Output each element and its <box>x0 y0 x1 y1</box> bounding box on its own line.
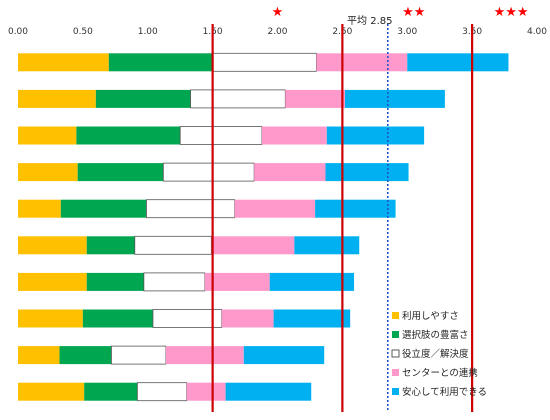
x-tick-label: 3.00 <box>397 27 417 37</box>
bar-segment <box>59 346 112 365</box>
bar-segment <box>136 382 188 402</box>
bar-segment <box>76 126 181 145</box>
bar-segment <box>18 236 87 255</box>
bar-segment <box>18 89 96 108</box>
bar-segment <box>225 382 312 401</box>
x-tick-label: 4.00 <box>527 27 547 37</box>
bar-segment <box>152 309 223 328</box>
bar-segment <box>294 236 360 255</box>
reference-lines <box>211 24 474 412</box>
legend-label: 役立度／解決度 <box>402 348 469 360</box>
legend-label: センターとの連携 <box>402 367 478 379</box>
bar-segment <box>179 126 263 145</box>
bar-segment <box>146 199 236 219</box>
bar-segment <box>316 53 408 72</box>
bar-segment <box>273 309 351 328</box>
bar-segment <box>143 272 206 292</box>
x-tick-label: 2.00 <box>267 27 287 37</box>
bar-segment <box>211 236 295 255</box>
x-axis-ticks: 0.000.501.001.502.002.503.003.504.00 <box>8 27 547 37</box>
bar-segment <box>108 53 213 72</box>
legend-label: 利用しやすさ <box>402 310 459 322</box>
bar-segment <box>18 382 85 401</box>
legend-swatch <box>392 312 399 319</box>
x-tick-label: 0.00 <box>8 27 28 37</box>
bar-segment <box>254 163 326 182</box>
x-tick-label: 0.50 <box>73 27 93 37</box>
annotations: 平均 2.85★ ★★ ★★★ <box>272 5 529 27</box>
star-label: ★★★ <box>494 5 529 20</box>
legend-label: 選択肢の豊富さ <box>402 329 469 341</box>
bar-segment <box>86 272 144 291</box>
bar-segment <box>325 163 409 182</box>
bar-segment <box>84 382 138 401</box>
bar-segment <box>212 52 317 72</box>
bar-segment <box>190 89 286 109</box>
bar-segment <box>221 309 274 328</box>
bar-segment <box>77 163 164 182</box>
bar-segment <box>285 89 345 108</box>
bar-segment <box>111 345 167 365</box>
bar-segment <box>243 346 325 365</box>
legend-swatch <box>391 349 400 358</box>
bar-segment <box>165 346 244 365</box>
bar-segment <box>18 126 77 145</box>
bar-segment <box>261 126 327 145</box>
bar-segment <box>18 53 109 72</box>
average-label: 平均 2.85 <box>347 15 392 27</box>
bar-segment <box>407 53 509 72</box>
bar-segment <box>82 309 153 328</box>
star-label: ★★ <box>402 5 425 20</box>
legend-swatch <box>392 331 399 338</box>
legend-swatch <box>392 388 399 395</box>
bar-segment <box>86 236 135 255</box>
bar-segment <box>326 126 425 145</box>
bar-segment <box>162 162 255 182</box>
bar-segment <box>204 272 270 291</box>
bar-segment <box>60 199 147 218</box>
bar-segment <box>18 199 61 218</box>
bar-segment <box>18 272 87 291</box>
bar-segment <box>18 346 60 365</box>
bar-segment <box>269 272 355 291</box>
bar-segment <box>18 163 78 182</box>
bar-segment <box>95 89 191 108</box>
bar-segment <box>134 235 212 255</box>
legend-label: 安心して利用できる <box>402 386 487 398</box>
bars-area <box>18 52 509 402</box>
bar-segment <box>234 199 316 218</box>
bar-segment <box>186 382 226 401</box>
bar-segment <box>344 89 445 108</box>
bar-segment <box>18 309 83 328</box>
star-label: ★ <box>272 5 284 20</box>
x-tick-label: 1.00 <box>138 27 158 37</box>
bar-segment <box>315 199 396 218</box>
legend-swatch <box>392 369 399 376</box>
